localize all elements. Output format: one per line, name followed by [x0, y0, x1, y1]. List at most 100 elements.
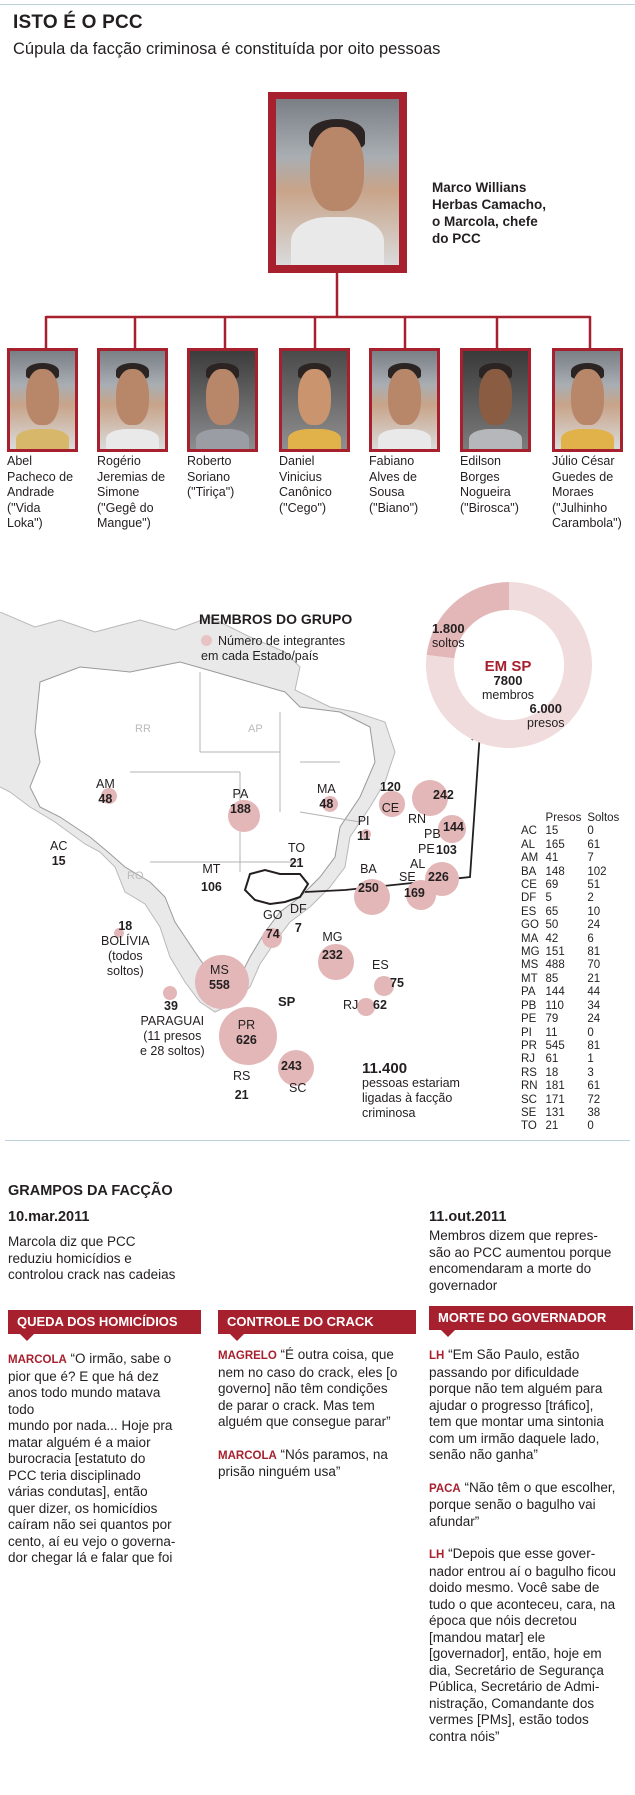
member-name: Fabiano Alves de Sousa ("Biano"): [369, 454, 419, 515]
table-row: PR 545 81: [519, 1040, 623, 1053]
member-photo-frame: [552, 348, 623, 452]
bolivia-label: 18 BOLÍVIA (todos soltos): [101, 919, 150, 978]
table-cell: 144: [545, 986, 565, 999]
table-cell: 61: [545, 1053, 559, 1066]
table-cell: 51: [587, 879, 601, 892]
table-row: MS 488 70: [519, 959, 623, 972]
bubble-ce: [379, 791, 405, 817]
table-cell: 24: [587, 919, 601, 932]
donut-soltos-label: 1.800 soltos: [432, 621, 465, 651]
sp-state-outline: [243, 868, 310, 906]
state-label-mg: MG 232: [322, 930, 343, 962]
state-value-se: 169: [404, 886, 425, 900]
table-cell: 24: [587, 1013, 601, 1026]
right-intro: Membros dizem que repres-são ao PCC aume…: [429, 1228, 612, 1293]
table-cell: 85: [545, 972, 559, 985]
member-photo-frame: [187, 348, 258, 452]
table-cell: PA: [521, 986, 536, 999]
table-cell: SE: [521, 1106, 537, 1119]
state-label-al: AL: [410, 857, 426, 871]
table-cell: 79: [545, 1013, 559, 1026]
table-cell: 44: [587, 986, 601, 999]
state-label-pi: PI 11: [357, 814, 371, 843]
table-cell: PI: [521, 1026, 532, 1039]
quote-col2: MAGRELO “É outra coisa, que nem no caso …: [218, 1347, 398, 1479]
bubble-pb: [438, 815, 466, 843]
chief-name: Marco Willians Herbas Camacho, o Marcola…: [432, 180, 547, 246]
table-cell: RS: [521, 1066, 537, 1079]
member-name: Edilson Borges Nogueira ("Birosca"): [460, 454, 519, 515]
table-cell: MT: [521, 972, 538, 985]
bubble-rn: [412, 780, 448, 816]
state-label-pb: PB: [424, 827, 441, 841]
member-name: Daniel Vinicius Canônico ("Cego"): [279, 454, 332, 515]
member-photo-julio: [555, 351, 620, 449]
member-photo-frame: [460, 348, 531, 452]
map-title: MEMBROS DO GRUPO: [199, 611, 353, 627]
table-row: BA 148 102: [519, 866, 623, 879]
table-cell: 2: [587, 892, 594, 905]
donut-hole: [454, 610, 564, 720]
table-row: PI 11 0: [519, 1027, 623, 1040]
table-cell: MS: [521, 959, 539, 972]
table-row: AM 41 7: [519, 852, 623, 865]
table-cell: PB: [521, 999, 537, 1012]
presos-soltos-table: Presos Soltos AC 15 0 AL 165 61 AM 41 7 BA 148 102 C…: [519, 812, 623, 1134]
table-cell: 0: [587, 1026, 594, 1039]
grampos-title: GRAMPOS DA FACÇÃO: [8, 1183, 173, 1199]
right-date: 11.out.2011: [429, 1209, 507, 1225]
table-cell: MG: [521, 946, 540, 959]
section-rule: [5, 1140, 630, 1141]
top-rule: [0, 4, 635, 5]
bubble-bolivia: [114, 928, 124, 938]
table-header: [519, 812, 544, 825]
table-cell: 11: [545, 1026, 558, 1039]
state-label-to: TO 21: [288, 841, 306, 870]
table-cell: 61: [587, 838, 601, 851]
state-label-ac: AC 15: [50, 839, 68, 868]
donut-title: EM SP: [484, 658, 532, 675]
tag-controle-crack: CONTROLE DO CRACK: [218, 1310, 416, 1341]
member-photo-fabiano: [372, 351, 437, 449]
state-label-df: DF 7: [290, 902, 307, 935]
state-value-es: 75: [390, 976, 404, 990]
table-cell: 81: [587, 946, 601, 959]
state-label-sc: SC: [289, 1081, 307, 1095]
state-label-ba: BA 250: [358, 862, 379, 895]
table-cell: TO: [521, 1120, 537, 1133]
table-row: ES 65 10: [519, 906, 623, 919]
quote-col1: MARCOLA “O irmão, sabe o pior que é? E q…: [8, 1351, 176, 1565]
faint-state-label: RO: [127, 870, 144, 882]
table-row: RS 18 3: [519, 1067, 623, 1080]
faint-state-label: AP: [248, 723, 263, 735]
table-cell: 70: [587, 959, 601, 972]
page-title: ISTO É O PCC: [13, 12, 143, 33]
bubble-mg: [318, 944, 354, 980]
table-row: TO 21 0: [519, 1120, 623, 1133]
table-cell: 61: [587, 1080, 601, 1093]
table-row: AC 15 0: [519, 825, 623, 838]
donut-center: EM SP 7800 membros: [458, 658, 558, 702]
table-cell: PR: [521, 1039, 537, 1052]
table-cell: 0: [587, 1120, 594, 1133]
table-cell: 151: [545, 946, 565, 959]
state-label-se: SE: [399, 870, 416, 884]
table-cell: 42: [545, 932, 559, 945]
table-cell: AM: [521, 852, 539, 865]
table-cell: 65: [545, 905, 559, 918]
state-label-es: ES: [372, 958, 389, 972]
state-label-am: AM 48: [96, 777, 115, 806]
state-label-ms: MS 558: [209, 963, 230, 992]
table-header: Soltos: [587, 812, 620, 824]
table-cell: 131: [545, 1106, 565, 1119]
table-cell: AC: [521, 825, 537, 838]
table-cell: 545: [545, 1039, 565, 1052]
table-cell: 81: [587, 1039, 601, 1052]
table-cell: 7: [587, 852, 594, 865]
member-photo-frame: [369, 348, 440, 452]
map-coastline: [0, 612, 396, 1013]
table-cell: SC: [521, 1093, 537, 1106]
table-cell: 72: [587, 1093, 601, 1106]
table-cell: 10: [587, 905, 601, 918]
brazil-map: [0, 612, 489, 1013]
